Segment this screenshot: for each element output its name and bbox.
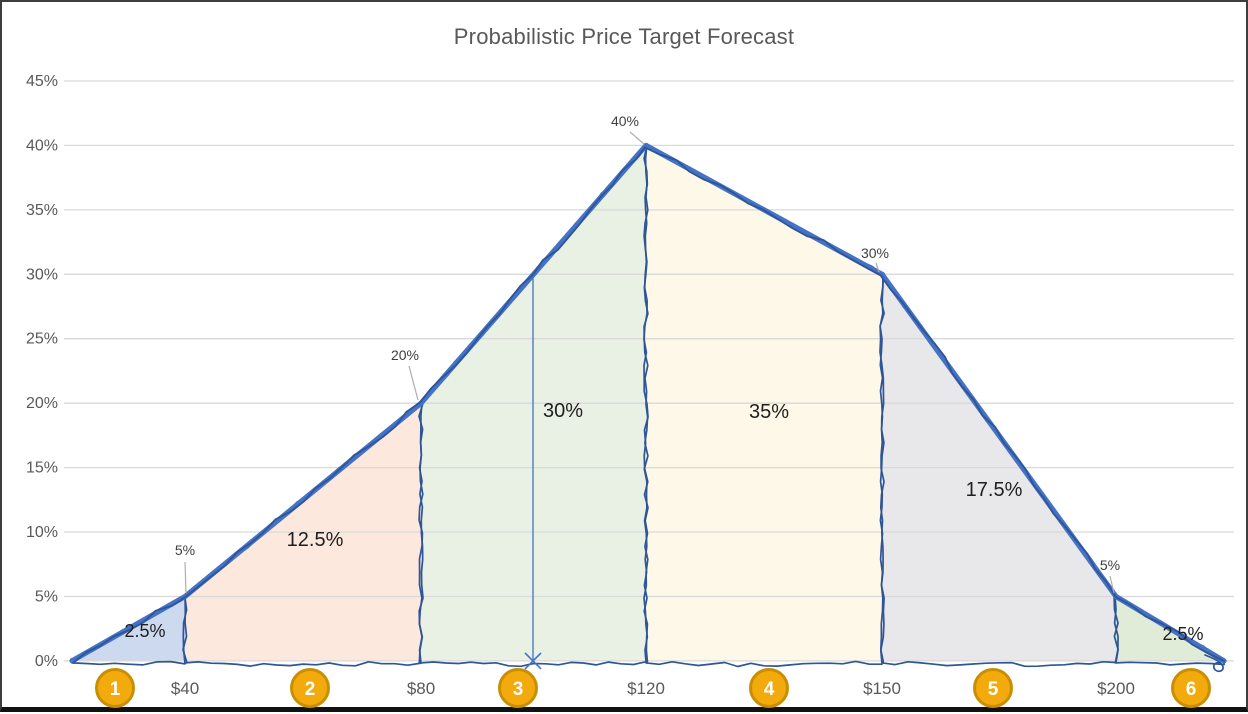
x-tick-label: $200 [1097, 679, 1135, 698]
y-tick-label: 0% [35, 653, 58, 670]
region-badge-number: 6 [1186, 679, 1197, 700]
y-tick-label: 5% [35, 588, 58, 605]
line-end-curl [1204, 654, 1224, 673]
data-label: 5% [175, 542, 195, 558]
x-tick-label: $150 [863, 679, 901, 698]
region-badge-4 [749, 668, 789, 708]
y-tick-label: 35% [26, 202, 58, 219]
data-label: 40% [611, 113, 639, 129]
region-badge-number: 3 [513, 679, 524, 700]
y-tick-label: 10% [26, 524, 58, 541]
data-label-leader [629, 131, 645, 145]
region-badge-number: 2 [305, 679, 316, 700]
y-tick-label: 25% [26, 331, 58, 348]
y-tick-label: 40% [26, 137, 58, 154]
region-label-5: 17.5% [966, 479, 1023, 501]
region-label-1: 2.5% [124, 621, 165, 641]
data-label: 30% [861, 245, 889, 261]
data-label: 20% [391, 347, 419, 363]
region-badge-number: 1 [110, 679, 121, 700]
x-tick-label: $120 [627, 679, 665, 698]
chart-title: Probabilistic Price Target Forecast [453, 24, 795, 49]
x-tick-label: $80 [407, 679, 435, 698]
data-label: 5% [1100, 557, 1120, 573]
data-label-leader [184, 561, 187, 594]
data-label-leader [1109, 575, 1115, 594]
region-label-4: 35% [749, 401, 789, 423]
series-line-sketch [72, 146, 1225, 664]
y-tick-label: 15% [26, 460, 58, 477]
region-badge-6 [1171, 668, 1211, 708]
region-label-2: 12.5% [287, 529, 344, 551]
data-label-leader [408, 365, 419, 401]
y-tick-label: 30% [26, 266, 58, 283]
region-badge-number: 5 [988, 679, 999, 700]
x-marker-icon [524, 652, 542, 670]
region-badge-3 [498, 668, 538, 708]
region-badge-2 [290, 668, 330, 708]
region-badge-1 [95, 668, 135, 708]
y-tick-label: 20% [26, 395, 58, 412]
region-badge-number: 4 [764, 679, 775, 700]
region-outline-3 [418, 144, 649, 668]
x-tick-label: $40 [171, 679, 199, 698]
data-label-leader [875, 262, 880, 273]
region-label-3: 30% [543, 400, 583, 422]
region-badge-5 [973, 668, 1013, 708]
region-label-6: 2.5% [1162, 624, 1203, 644]
y-tick-label: 45% [26, 73, 58, 90]
